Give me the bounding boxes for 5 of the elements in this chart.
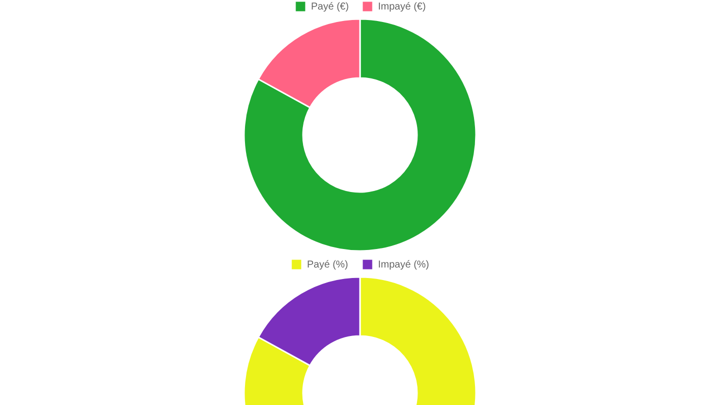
legend-label: Payé (%): [307, 260, 348, 271]
legend-label: Impayé (%): [378, 260, 430, 271]
legend-label: Payé (€): [311, 2, 349, 13]
legend-label: Impayé (€): [378, 2, 426, 13]
donut-slice: [243, 18, 477, 252]
